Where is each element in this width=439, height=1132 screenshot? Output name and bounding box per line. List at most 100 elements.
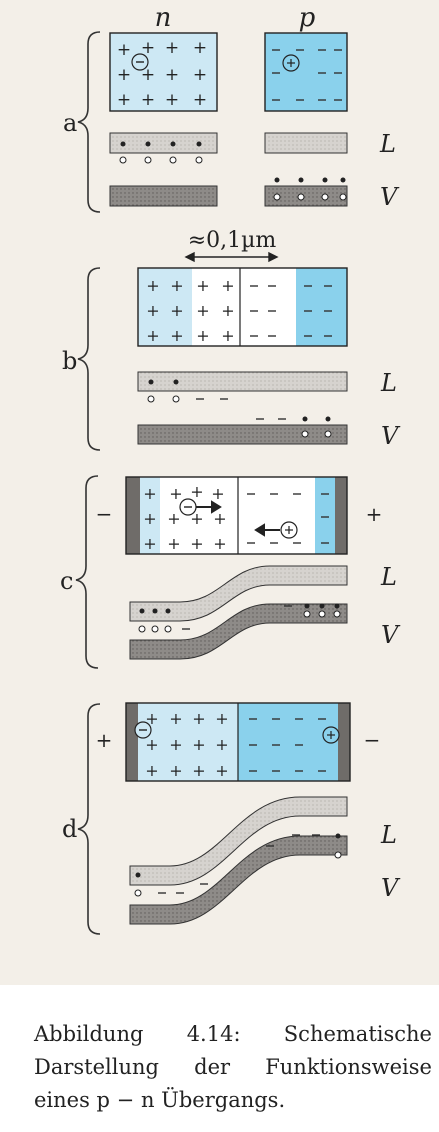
panel-b: b + + + + + + + + + + + + L V — [62, 267, 401, 451]
svg-text:+: + — [213, 534, 226, 553]
n-valence-band — [109, 185, 218, 207]
svg-text:+: + — [190, 534, 203, 553]
valence-band-b — [137, 424, 348, 445]
svg-text:+: + — [215, 761, 228, 780]
n-conduction-band — [109, 132, 218, 154]
svg-text:+: + — [170, 276, 183, 295]
svg-text:+: + — [221, 301, 234, 320]
svg-text:+: + — [143, 534, 156, 553]
svg-text:+: + — [141, 38, 155, 58]
junction-block-c — [125, 476, 348, 555]
svg-text:+: + — [143, 484, 156, 503]
terminal-plus-c: + — [366, 502, 383, 526]
svg-text:+: + — [145, 735, 158, 754]
n-region-header: n — [155, 3, 172, 33]
panel-d-brace — [77, 703, 101, 935]
svg-text:+: + — [192, 735, 205, 754]
label-V-c: V — [381, 621, 401, 649]
panel-c-brace — [75, 475, 99, 669]
n-band-holes — [119, 156, 203, 164]
n-block-donors: + + + + + + + + + + + + — [117, 38, 207, 110]
svg-text:+: + — [170, 301, 183, 320]
svg-text:+: + — [221, 326, 234, 345]
width-marker-label: ≈0,1µm — [188, 228, 277, 253]
junction-block — [137, 267, 348, 347]
svg-text:+: + — [143, 509, 156, 528]
svg-text:+: + — [215, 709, 228, 728]
svg-text:+: + — [146, 276, 159, 295]
electron-drift-arrow — [196, 500, 222, 514]
left-contact-d — [126, 703, 138, 781]
panel-a: a + + + + + + + + + + + + — [63, 31, 400, 213]
svg-text:+: + — [193, 38, 207, 58]
p-block — [264, 32, 348, 112]
label-V-a: V — [380, 183, 400, 211]
p-conduction-band — [264, 132, 348, 154]
label-V-d: V — [381, 874, 401, 902]
terminal-minus-d: − — [364, 728, 381, 752]
caption-line-3: eines p − n Übergangs. — [34, 1088, 286, 1112]
svg-text:+: + — [141, 65, 155, 85]
valence-band-d — [129, 835, 348, 925]
pn-junction-figure: n p a + + + + + + + + + + + + — [60, 3, 401, 935]
conduction-band-b — [137, 371, 348, 392]
caption-line-2: Darstellung der Funktionsweise — [34, 1055, 432, 1079]
p-region-header: p — [299, 3, 316, 33]
svg-text:+: + — [169, 709, 182, 728]
svg-text:+: + — [141, 90, 155, 110]
panel-c-label: c — [60, 567, 73, 595]
label-L-c: L — [380, 563, 397, 591]
svg-text:+: + — [117, 40, 131, 60]
svg-text:+: + — [170, 326, 183, 345]
label-L-a: L — [379, 130, 396, 158]
svg-text:+: + — [193, 65, 207, 85]
svg-text:+: + — [167, 534, 180, 553]
left-contact-c — [126, 477, 140, 554]
p-band-electrons — [274, 177, 346, 183]
panel-b-brace — [77, 267, 101, 451]
svg-text:+: + — [169, 761, 182, 780]
n-block — [109, 32, 218, 112]
panel-d: d + − + + + + + + + + + + + + L V — [62, 702, 401, 935]
label-L-b: L — [380, 369, 397, 397]
svg-text:+: + — [145, 761, 158, 780]
svg-text:+: + — [211, 484, 224, 503]
svg-text:+: + — [192, 761, 205, 780]
svg-text:+: + — [146, 326, 159, 345]
terminal-plus-d: + — [96, 728, 113, 752]
svg-text:+: + — [169, 484, 182, 503]
svg-text:+: + — [169, 735, 182, 754]
svg-text:+: + — [145, 709, 158, 728]
conduction-band-c — [129, 565, 348, 622]
label-V-b: V — [381, 422, 401, 450]
conduction-band-d — [129, 796, 348, 886]
svg-text:+: + — [196, 326, 209, 345]
panel-a-label: a — [63, 109, 77, 137]
p-valence-band — [264, 185, 348, 207]
n-band-electrons — [120, 141, 202, 147]
caption-line-1: Abbildung 4.14: Schematische — [34, 1022, 432, 1046]
svg-text:+: + — [193, 90, 207, 110]
svg-text:+: + — [117, 65, 131, 85]
p-block-acceptors — [272, 49, 342, 101]
svg-text:+: + — [165, 38, 179, 58]
p-band-holes — [273, 193, 347, 201]
svg-text:+: + — [190, 509, 203, 528]
svg-text:+: + — [190, 482, 203, 501]
valence-band-c — [129, 603, 348, 660]
label-L-d: L — [380, 821, 397, 849]
right-contact-c — [335, 477, 347, 554]
right-contact-d — [338, 703, 350, 781]
svg-text:+: + — [165, 90, 179, 110]
svg-text:+: + — [215, 735, 228, 754]
svg-text:+: + — [167, 509, 180, 528]
svg-text:+: + — [117, 90, 131, 110]
panel-b-label: b — [62, 347, 77, 375]
panel-a-brace — [77, 31, 101, 213]
svg-text:+: + — [192, 709, 205, 728]
figure-caption: Abbildung 4.14: Schematische Darstellung… — [34, 1018, 432, 1117]
hole-drift-arrow — [254, 523, 280, 537]
width-marker-arrow — [184, 251, 279, 263]
panel-d-label: d — [62, 815, 77, 843]
svg-text:+: + — [196, 276, 209, 295]
